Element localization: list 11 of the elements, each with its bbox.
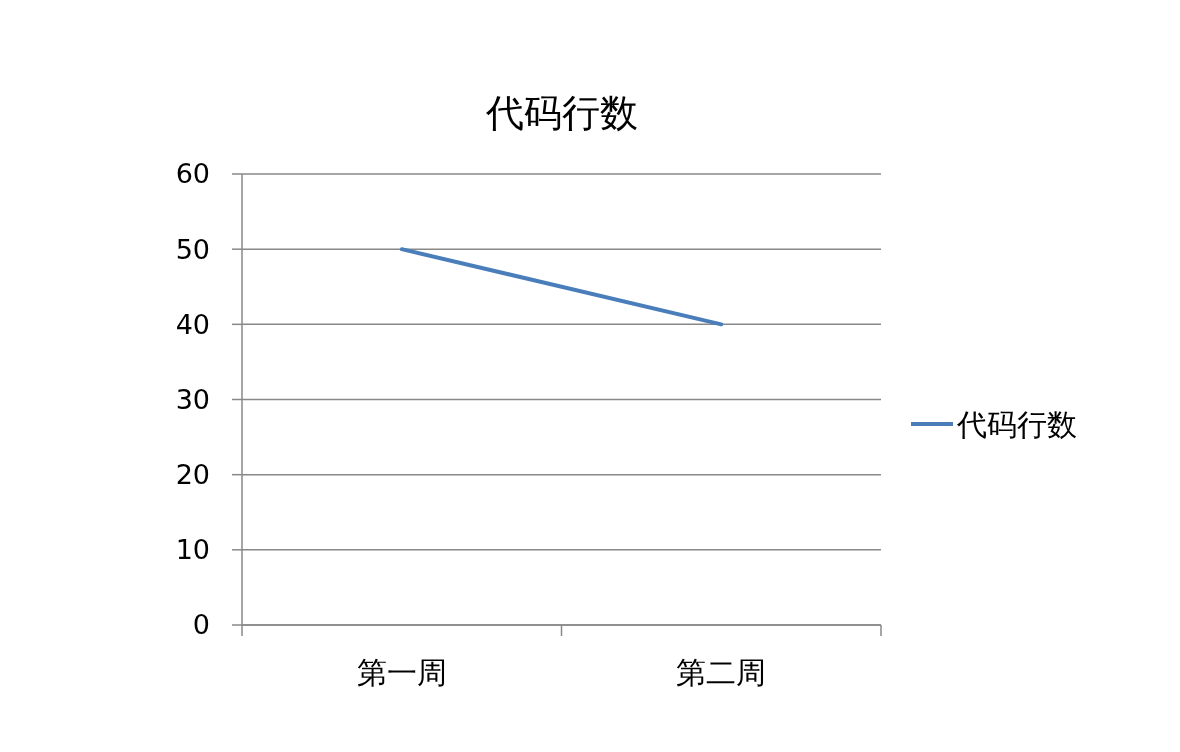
legend-label: 代码行数 [956,406,1077,442]
y-tick-label: 10 [175,534,210,566]
y-tick-label: 20 [175,459,210,491]
y-tick-label: 0 [192,609,210,641]
y-tick-label: 60 [175,158,210,190]
y-tick-label: 30 [175,383,210,415]
y-tick-label: 40 [175,308,210,340]
y-tick-label: 50 [175,233,210,265]
x-tick-label: 第一周 [356,655,447,690]
x-tick-label: 第二周 [676,655,767,690]
chart-title: 代码行数 [484,91,638,135]
